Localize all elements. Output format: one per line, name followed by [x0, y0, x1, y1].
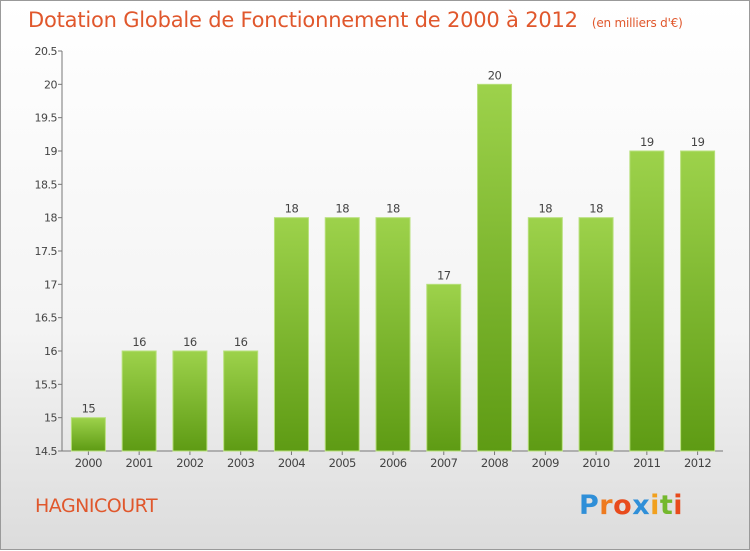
proxiti-logo-letter: P [579, 490, 600, 521]
bar [629, 150, 665, 452]
bar [375, 217, 411, 452]
bar [121, 350, 157, 452]
x-tick-label: 2010 [582, 456, 609, 470]
y-tick-label: 16.5 [35, 312, 58, 325]
x-tick-label: 2002 [176, 456, 203, 470]
bar-value-label: 17 [437, 268, 451, 282]
y-tick-label: 14.5 [35, 445, 58, 458]
y-tick-label: 20 [44, 78, 57, 91]
chart-title-text: Dotation Globale de Fonctionnement de 20… [28, 8, 578, 32]
x-tick-label: 2005 [329, 456, 356, 470]
y-tick-label: 15 [44, 412, 57, 425]
x-tick-label: 2011 [633, 456, 660, 470]
bar [172, 350, 208, 452]
bar-value-label: 16 [132, 335, 146, 349]
y-tick-label: 19.5 [35, 112, 58, 125]
x-tick-label: 2004 [278, 456, 305, 470]
chart-bars: 15 16 16 16 18 18 18 17 20 18 18 19 19 [70, 68, 716, 452]
bar-value-label: 16 [183, 335, 197, 349]
proxiti-logo-letter: x [632, 490, 651, 521]
bar-value-label: 18 [386, 202, 400, 216]
y-tick-label: 20.5 [35, 45, 58, 58]
bar [578, 217, 614, 452]
bar [70, 417, 106, 452]
proxiti-logo[interactable]: Proxiti [579, 490, 683, 521]
bar-value-label: 18 [589, 202, 603, 216]
bar [680, 150, 716, 452]
x-tick-label: 2001 [126, 456, 153, 470]
x-tick-label: 2000 [75, 456, 102, 470]
y-tick-label: 19 [44, 145, 57, 158]
chart-axes: 14.5 15 15.5 16 16.5 17 17.5 18 18.5 19 19.5 20 20.5… [35, 45, 723, 470]
bar-value-label: 16 [234, 335, 248, 349]
bar [223, 350, 259, 452]
proxiti-logo-letter: i [650, 490, 660, 521]
bar [527, 217, 563, 452]
x-tick-label: 2003 [227, 456, 254, 470]
y-tick-label: 17.5 [35, 245, 58, 258]
x-tick-label: 2008 [481, 456, 508, 470]
y-tick-label: 15.5 [35, 378, 58, 391]
proxiti-logo-letter: r [599, 490, 614, 521]
bar [273, 217, 309, 452]
bar-value-label: 18 [285, 202, 299, 216]
bar-value-label: 15 [82, 402, 96, 416]
commune-name: HAGNICOURT [35, 495, 158, 517]
x-tick-label: 2007 [430, 456, 457, 470]
bar [426, 283, 462, 452]
bar-value-label: 19 [640, 135, 654, 149]
y-tick-label: 17 [44, 278, 57, 291]
proxiti-logo-letter: o [613, 490, 633, 521]
x-tick-label: 2009 [532, 456, 559, 470]
bar-value-label: 19 [691, 135, 705, 149]
x-tick-label: 2006 [379, 456, 406, 470]
bar-value-label: 20 [488, 68, 502, 82]
y-tick-label: 16 [44, 345, 57, 358]
proxiti-logo-letter: t [659, 490, 674, 521]
y-tick-label: 18.5 [35, 178, 58, 191]
bar-value-label: 18 [335, 202, 349, 216]
bar [324, 217, 360, 452]
chart-title: Dotation Globale de Fonctionnement de 20… [28, 8, 683, 32]
bar-value-label: 18 [538, 202, 552, 216]
y-tick-label: 18 [44, 212, 57, 225]
chart-unit: (en milliers d'€) [591, 16, 683, 30]
proxiti-logo-letter: i [673, 490, 684, 521]
x-tick-label: 2012 [684, 456, 711, 470]
bar [477, 83, 513, 452]
